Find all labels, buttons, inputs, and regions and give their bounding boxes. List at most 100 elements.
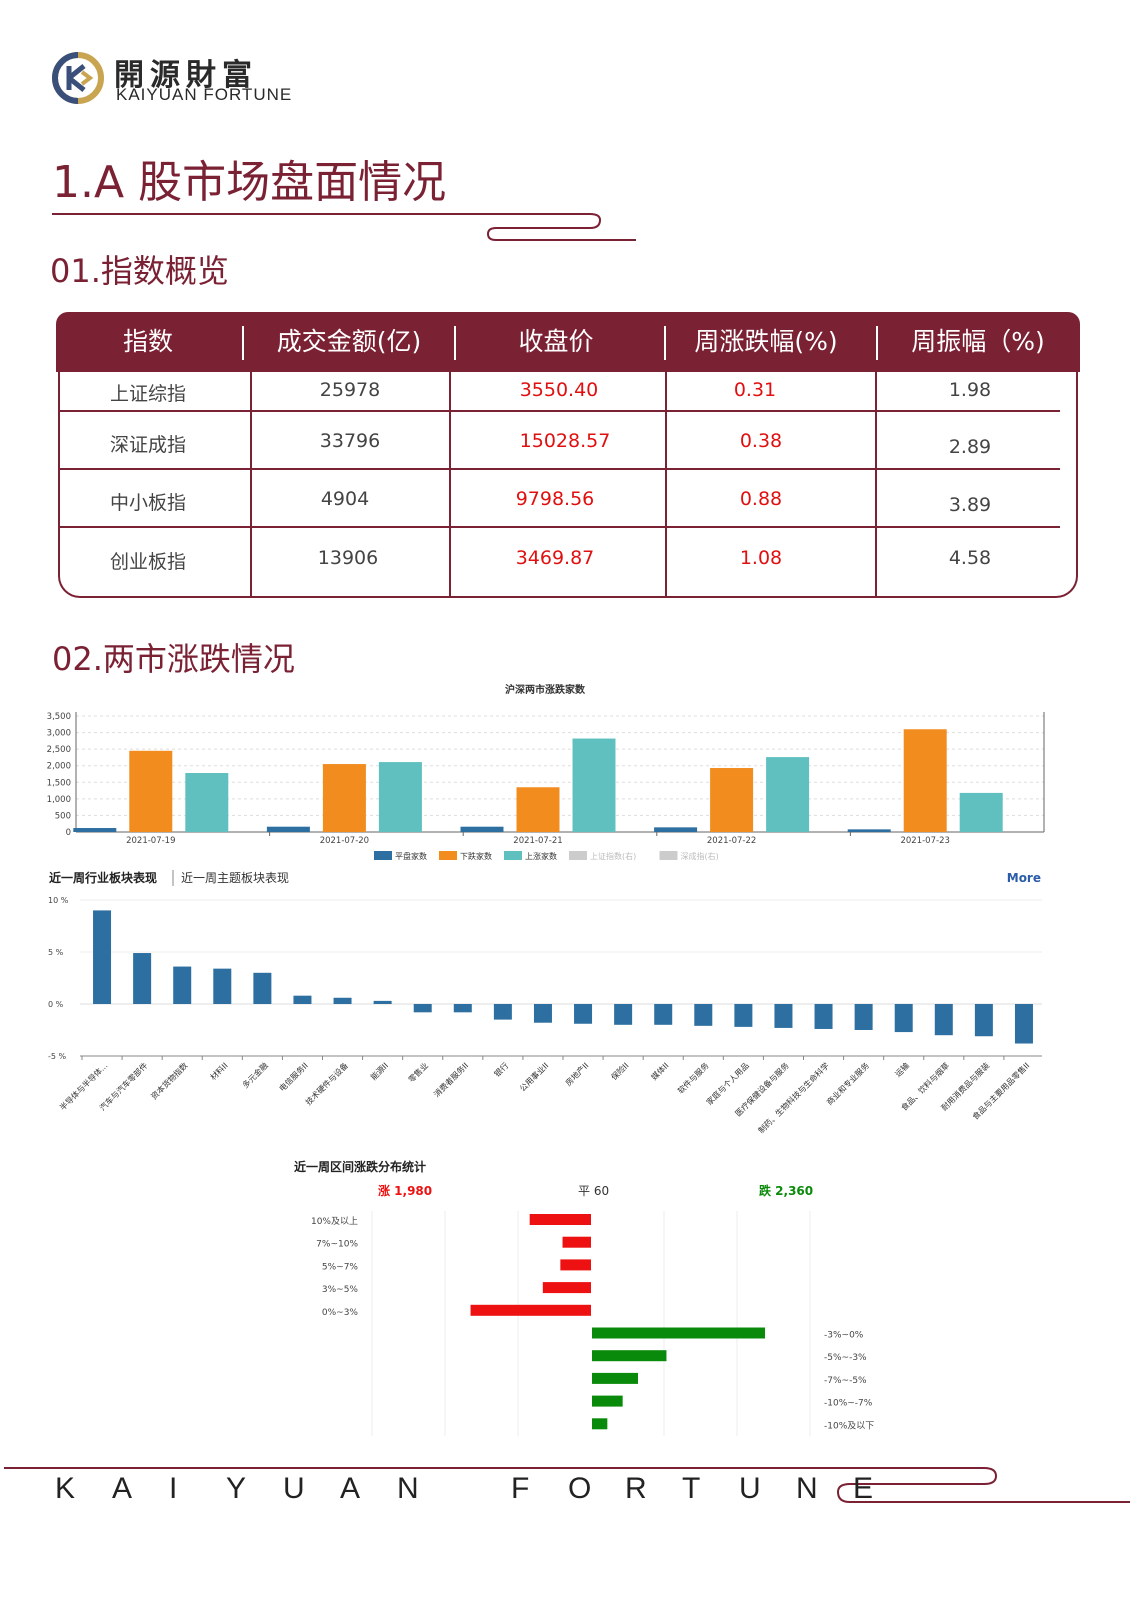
bar	[378, 762, 422, 832]
footer-decoration	[4, 1467, 1130, 1503]
cell-index-name: 上证综指	[109, 383, 186, 405]
index-table-header: 指数 成交金额(亿) 收盘价 周涨跌幅(%) 周振幅（%)	[56, 312, 1080, 372]
x-tick-label: 软件与服务	[675, 1060, 710, 1095]
bar	[814, 1004, 833, 1029]
up-range-label: 0%~3%	[322, 1308, 359, 1318]
footer-letter: N	[796, 1472, 818, 1505]
bar	[73, 828, 117, 832]
legend-swatch	[504, 851, 522, 860]
legend-swatch	[439, 851, 457, 860]
bar	[322, 764, 366, 832]
y-tick-label: 3,000	[47, 729, 71, 739]
y-tick-label: -5 %	[48, 1052, 67, 1061]
cell-index-name: 深证成指	[109, 434, 186, 456]
bar	[1014, 1004, 1033, 1044]
x-tick-label: 2021-07-20	[320, 836, 369, 846]
x-tick-label: 公用事业II	[517, 1060, 550, 1093]
legend-label: 平盘家数	[395, 851, 427, 861]
bar	[959, 792, 1003, 832]
x-tick-label: 2021-07-23	[900, 836, 949, 846]
cell-turnover: 4904	[320, 488, 370, 510]
footer-letter: T	[682, 1472, 701, 1505]
bar	[574, 1004, 593, 1024]
y-tick-label: 5 %	[48, 948, 64, 957]
x-tick-label: 电信服务II	[277, 1060, 310, 1093]
tab-theme[interactable]: 近一周主题板块表现	[181, 871, 289, 885]
bar	[974, 1004, 993, 1037]
bar	[734, 1004, 753, 1027]
y-tick-label: 0	[66, 828, 71, 838]
cell-close: 9798.56	[515, 488, 595, 510]
bar	[847, 829, 891, 832]
legend-label: 上证指数(右)	[590, 851, 636, 861]
bar	[470, 1304, 591, 1316]
legend-label: 深成指(右)	[681, 851, 719, 861]
cell-turnover: 13906	[317, 547, 379, 569]
bar	[516, 787, 560, 832]
page-title: 1.A 股市场盘面情况	[52, 157, 447, 208]
bar	[493, 1004, 512, 1020]
y-tick-label: 1,000	[47, 795, 71, 805]
cell-index-name: 创业板指	[109, 551, 186, 573]
chart-title: 近一周区间涨跌分布统计	[294, 1159, 426, 1174]
x-tick-label: 2021-07-19	[126, 836, 175, 846]
tab-industry[interactable]: 近一周行业板块表现	[49, 870, 157, 885]
x-tick-label: 消费者服务II	[432, 1060, 471, 1099]
y-tick-label: 10 %	[48, 896, 69, 905]
x-tick-label: 技术硬件与设备	[303, 1060, 350, 1107]
bar	[413, 1004, 432, 1013]
bar	[592, 1395, 623, 1407]
cell-turnover: 33796	[319, 430, 381, 452]
x-tick-label: 材料II	[208, 1060, 230, 1082]
down-range-label: -10%及以下	[824, 1420, 874, 1431]
y-tick-label: 2,500	[47, 745, 71, 755]
x-tick-label: 家庭与个人用品	[704, 1060, 751, 1107]
x-tick-label: 零售业	[406, 1060, 430, 1084]
bar	[533, 1004, 552, 1023]
cell-turnover: 25978	[319, 379, 381, 401]
footer-letter: R	[625, 1472, 647, 1505]
bar	[614, 1004, 633, 1025]
more-link[interactable]: More	[1007, 871, 1041, 885]
cell-index-name: 中小板指	[109, 492, 186, 514]
down-range-label: -3%~0%	[824, 1331, 864, 1341]
cell-weekly-change: 0.88	[739, 488, 783, 510]
index-table-body: 上证综指 25978 3550.40 0.31 1.98 深证成指 33796 …	[58, 370, 1078, 598]
header-turnover: 成交金额(亿)	[276, 327, 422, 356]
cell-weekly-amplitude: 1.98	[948, 379, 992, 401]
x-tick-label: 媒体II	[649, 1060, 671, 1082]
section-index-overview-heading: 01.指数概览	[50, 252, 229, 290]
x-tick-label: 资本货物指数	[149, 1060, 190, 1101]
footer-letter: A	[112, 1472, 133, 1505]
footer-letter: E	[853, 1472, 874, 1505]
header-weekly-change: 周涨跌幅(%)	[694, 327, 838, 356]
x-tick-label: 2021-07-21	[513, 836, 562, 846]
up-range-label: 7%~10%	[316, 1240, 358, 1250]
section-market-breadth-heading: 02.两市涨跌情况	[52, 640, 295, 678]
bar	[266, 826, 310, 832]
bar	[542, 1282, 591, 1294]
down-count: 跌 2,360	[759, 1183, 813, 1198]
x-tick-label: 保险II	[609, 1060, 631, 1082]
y-tick-label: 2,000	[47, 762, 71, 772]
bar	[133, 953, 152, 1004]
bar	[854, 1004, 873, 1030]
bar	[654, 827, 698, 832]
bar	[173, 966, 192, 1004]
bar	[460, 826, 504, 832]
chart-title: 沪深两市涨跌家数	[505, 683, 586, 696]
up-count: 涨 1,980	[378, 1183, 432, 1198]
logo-english-name: KAIYUAN FORTUNE	[116, 85, 293, 104]
bar	[253, 972, 272, 1004]
x-tick-label: 多元金融	[240, 1060, 270, 1090]
cell-close: 3550.40	[519, 379, 599, 401]
bar	[213, 968, 232, 1004]
logo-chinese-name: 開源財富	[114, 58, 258, 93]
bar	[934, 1004, 953, 1036]
cell-weekly-amplitude: 2.89	[948, 436, 992, 458]
bar	[894, 1004, 913, 1033]
footer-letter: Y	[226, 1472, 247, 1505]
bar	[185, 773, 229, 832]
